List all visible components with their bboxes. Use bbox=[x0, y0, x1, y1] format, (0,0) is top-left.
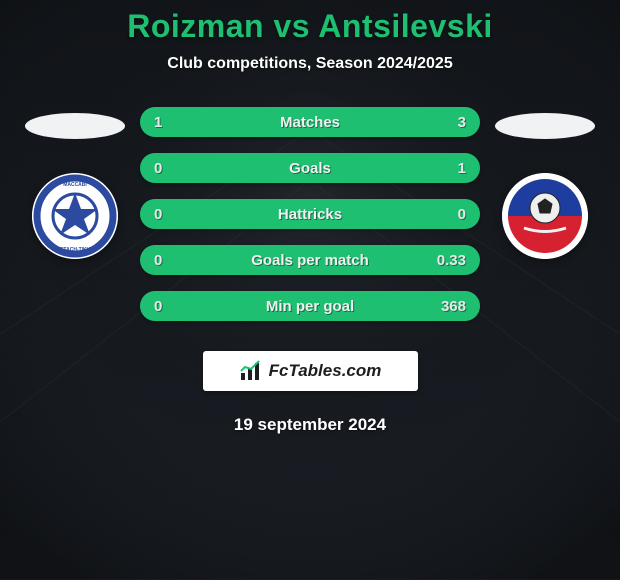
stat-row: 0 Goals per match 0.33 bbox=[140, 245, 480, 275]
stat-row: 0 Hattricks 0 bbox=[140, 199, 480, 229]
stat-left-value: 0 bbox=[154, 206, 162, 223]
left-ellipse bbox=[25, 113, 125, 139]
svg-text:PETACH-TIKVA: PETACH-TIKVA bbox=[57, 247, 94, 253]
page-title: Roizman vs Antsilevski bbox=[127, 8, 493, 45]
stat-label: Matches bbox=[280, 114, 340, 131]
stat-rows: 1 Matches 3 0 Goals 1 0 Hattricks 0 0 Goals per ma… bbox=[135, 107, 485, 337]
stat-right-value: 368 bbox=[441, 298, 466, 315]
date-text: 19 september 2024 bbox=[234, 415, 386, 435]
stat-label: Hattricks bbox=[278, 206, 342, 223]
stat-label: Goals bbox=[289, 160, 331, 177]
left-club-crest: MACCABI PETACH-TIKVA bbox=[32, 173, 118, 259]
stat-row: 0 Goals 1 bbox=[140, 153, 480, 183]
right-player-column bbox=[485, 107, 605, 259]
stat-left-value: 0 bbox=[154, 160, 162, 177]
stat-right-value: 0 bbox=[458, 206, 466, 223]
comparison-block: MACCABI PETACH-TIKVA 1 Matches 3 0 Goals 1 0 Ha… bbox=[0, 107, 620, 337]
stat-left-value: 1 bbox=[154, 114, 162, 131]
stat-right-value: 0.33 bbox=[437, 252, 466, 269]
right-ellipse bbox=[495, 113, 595, 139]
stat-label: Min per goal bbox=[266, 298, 354, 315]
brand-badge[interactable]: FcTables.com bbox=[203, 351, 418, 391]
chart-icon bbox=[239, 360, 263, 382]
stat-left-value: 0 bbox=[154, 252, 162, 269]
stat-label: Goals per match bbox=[251, 252, 369, 269]
svg-text:MACCABI: MACCABI bbox=[63, 182, 87, 188]
stat-row: 0 Min per goal 368 bbox=[140, 291, 480, 321]
left-player-column: MACCABI PETACH-TIKVA bbox=[15, 107, 135, 259]
stat-right-value: 1 bbox=[458, 160, 466, 177]
brand-text: FcTables.com bbox=[269, 361, 382, 381]
stat-left-value: 0 bbox=[154, 298, 162, 315]
stat-right-value: 3 bbox=[458, 114, 466, 131]
subtitle: Club competitions, Season 2024/2025 bbox=[167, 55, 452, 73]
right-club-crest bbox=[502, 173, 588, 259]
stat-row: 1 Matches 3 bbox=[140, 107, 480, 137]
